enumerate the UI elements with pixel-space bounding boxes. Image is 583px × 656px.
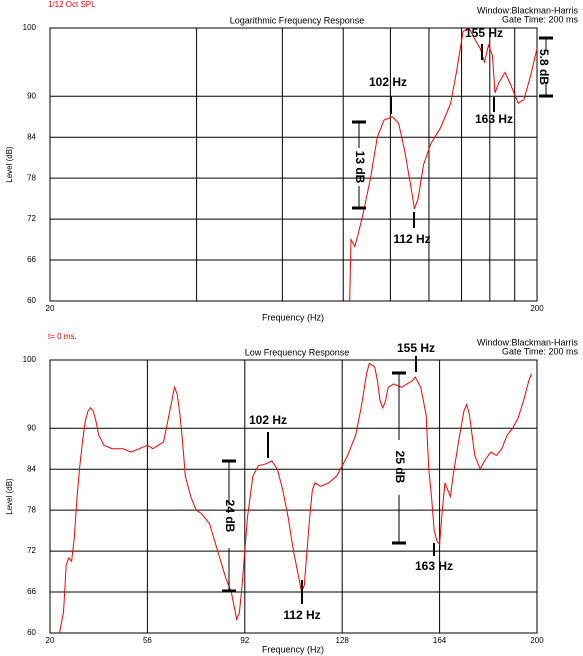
x-tick-label: 128 (336, 636, 350, 645)
y-tick-label: 90 (27, 91, 36, 100)
x-tick-label: 200 (530, 304, 544, 313)
x-tick-label: 56 (143, 636, 152, 645)
y-tick-label: 60 (27, 296, 36, 305)
annotation: 155 Hz (465, 26, 503, 40)
note: Gate Time: 200 ms (502, 14, 579, 24)
y-tick-label: 84 (27, 132, 36, 141)
response-curve (349, 27, 538, 302)
x-tick-label: 164 (433, 636, 447, 645)
x-tick-label: 20 (46, 636, 55, 645)
annotation: 163 Hz (415, 559, 453, 573)
annotation: 13 dB (353, 151, 367, 184)
y-tick-label: 72 (27, 214, 36, 223)
response-curve (59, 362, 533, 634)
y-axis-label: Level (dB) (5, 478, 14, 515)
x-axis-label: Frequency (Hz) (262, 312, 324, 322)
y-tick-label: 90 (27, 423, 36, 432)
chart-title: Low Frequency Response (245, 347, 350, 357)
note: Window:Blackman-Harris (477, 337, 579, 347)
note: Gate Time: 200 ms (502, 346, 579, 356)
y-tick-label: 84 (27, 464, 36, 473)
annotation: 25 dB (393, 451, 407, 484)
y-tick-label: 100 (23, 355, 37, 364)
annotation: 102 Hz (249, 413, 287, 427)
annotation: 5.8 dB (537, 49, 551, 85)
annotation: 155 Hz (397, 341, 435, 355)
y-tick-label: 66 (27, 587, 36, 596)
x-axis-label: Frequency (Hz) (262, 644, 324, 654)
x-tick-label: 200 (530, 636, 544, 645)
y-axis-label: Level (dB) (5, 146, 14, 183)
x-tick-label: 92 (240, 636, 249, 645)
y-tick-label: 78 (27, 173, 36, 182)
y-tick-label: 78 (27, 505, 36, 514)
x-tick-label: 20 (46, 304, 55, 313)
chart-title: Logarithmic Frequency Response (230, 15, 365, 25)
y-tick-label: 72 (27, 546, 36, 555)
header: 1/12 Oct SPL (48, 0, 96, 9)
annotation: 112 Hz (283, 608, 320, 622)
annotation: 112 Hz (393, 232, 430, 246)
y-tick-label: 60 (27, 628, 36, 637)
y-tick-label: 100 (23, 23, 37, 32)
annotation: 163 Hz (475, 112, 513, 126)
annotation: 24 dB (223, 500, 237, 533)
annotation: 102 Hz (369, 75, 407, 89)
note: Window:Blackman-Harris (477, 5, 579, 15)
header: t= 0 ms. (48, 332, 77, 341)
y-tick-label: 66 (27, 255, 36, 264)
